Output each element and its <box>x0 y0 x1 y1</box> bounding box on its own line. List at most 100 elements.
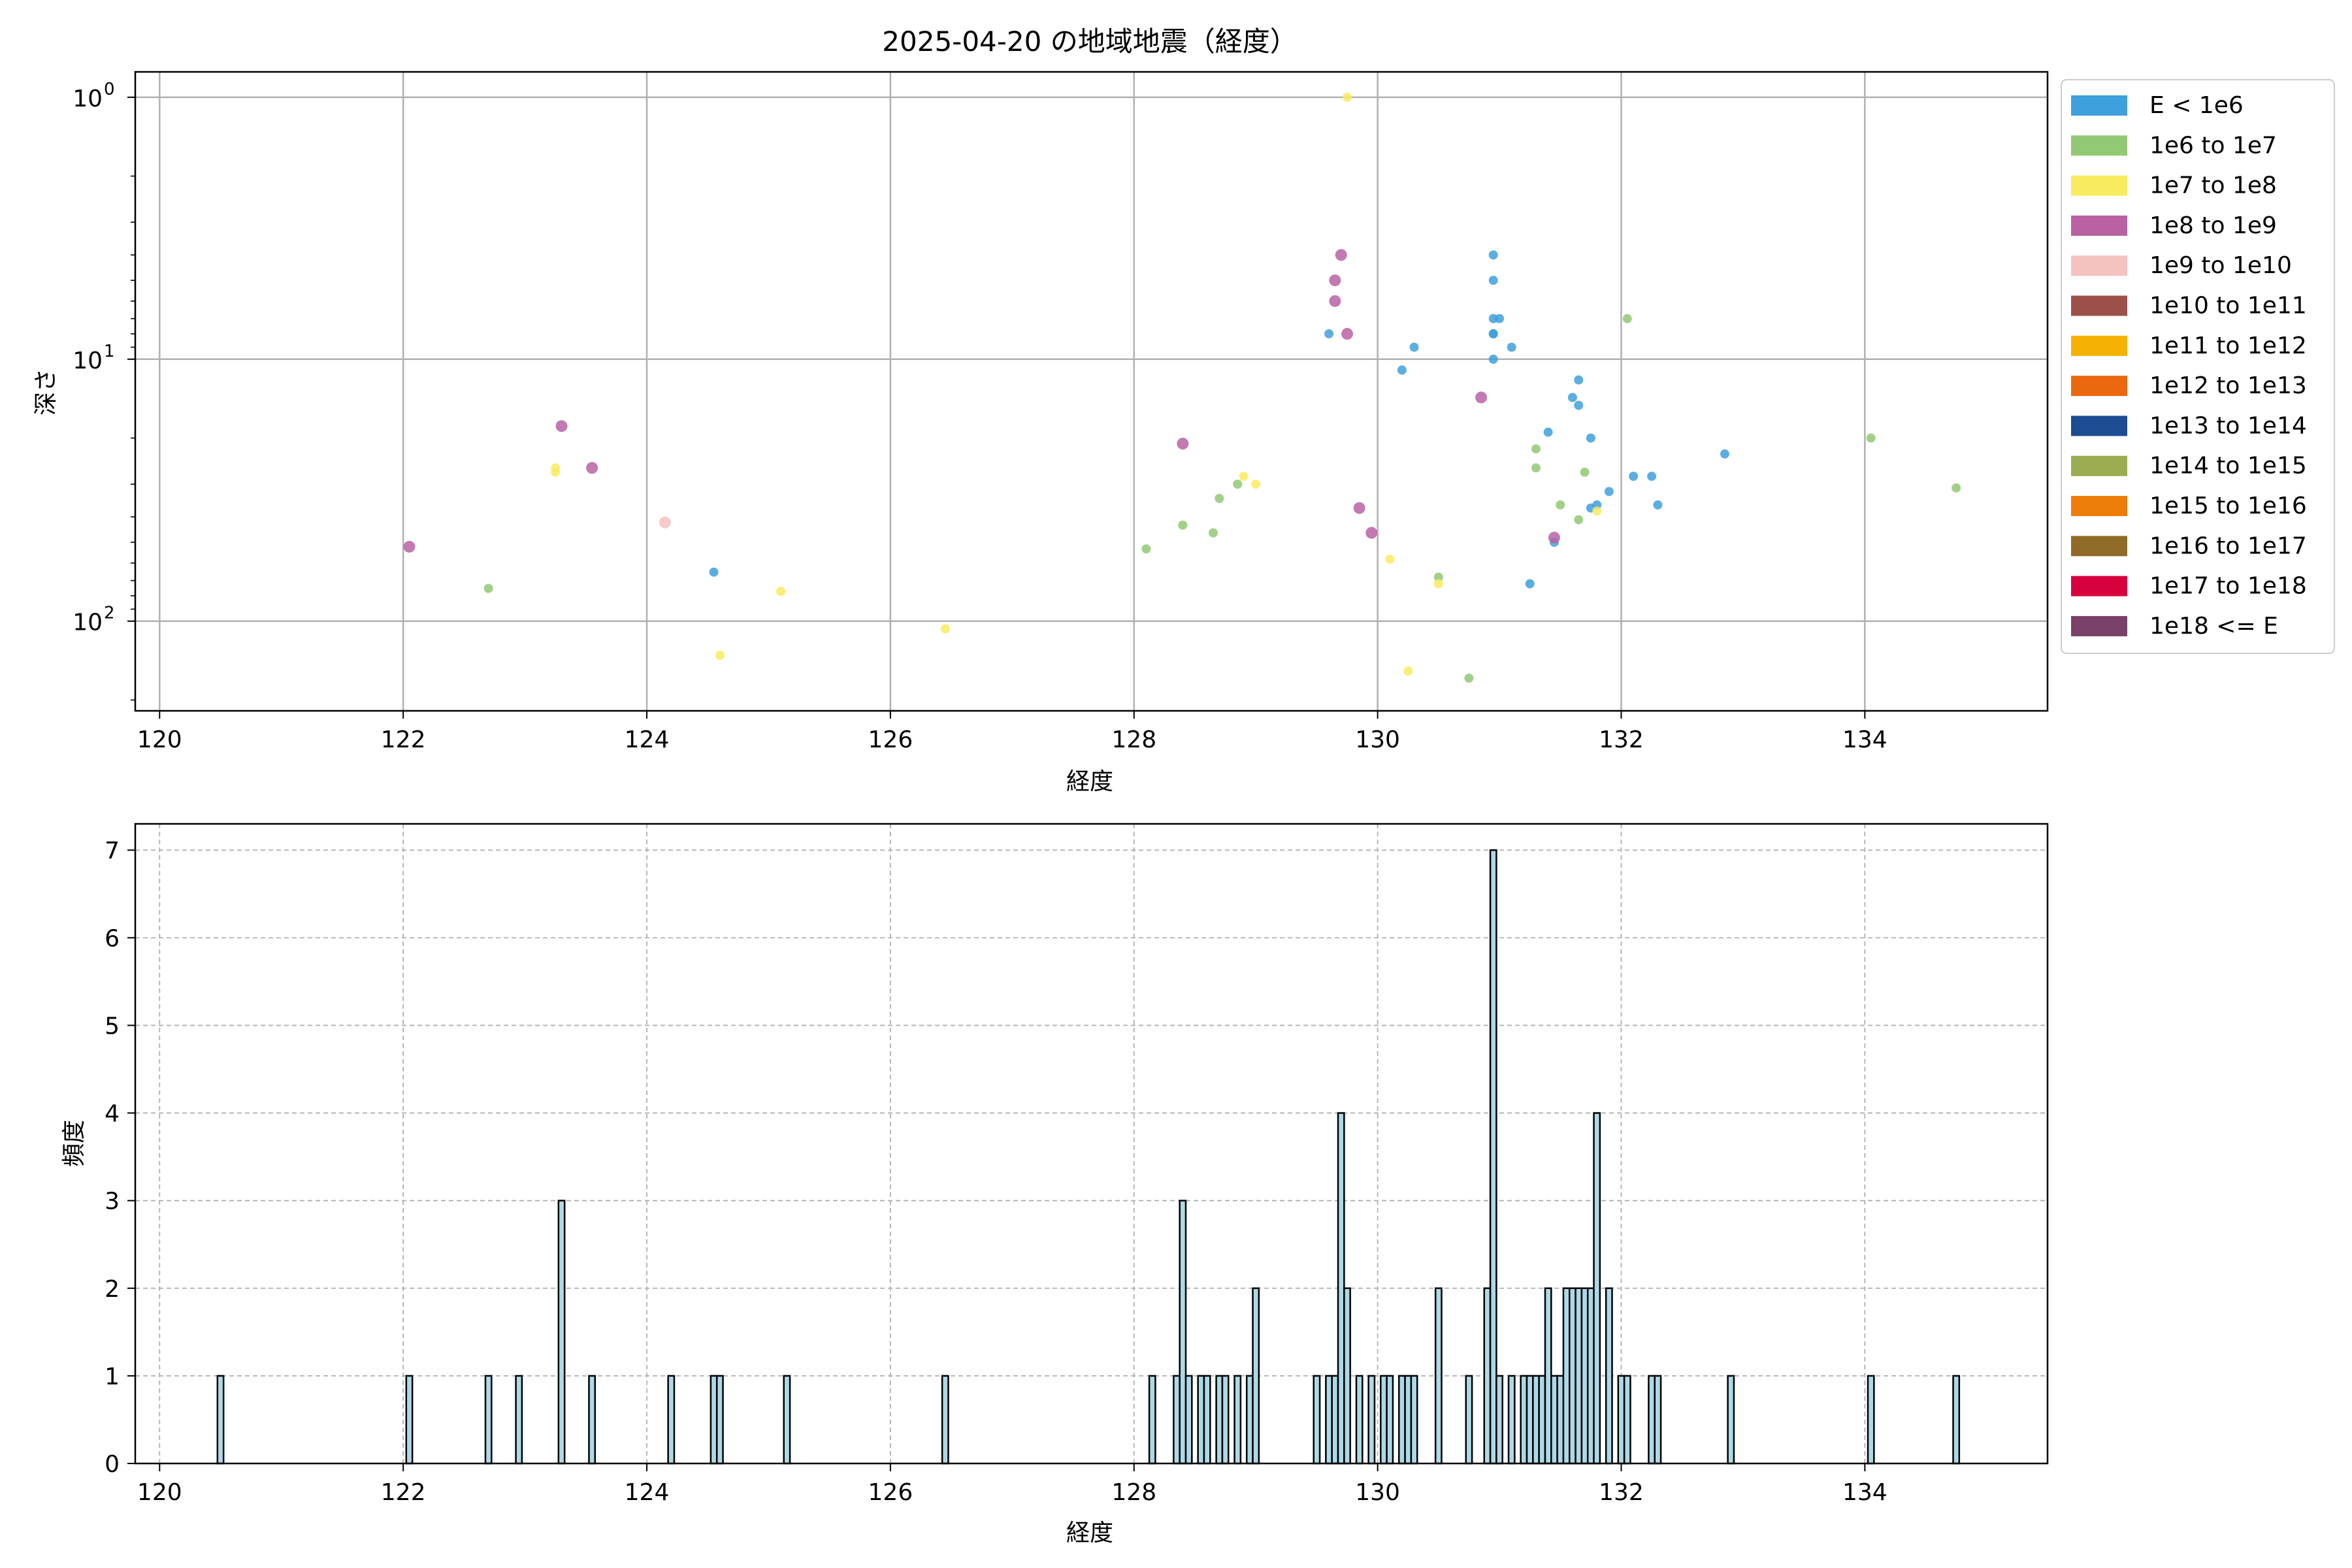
histogram-bar <box>1337 1112 1345 1465</box>
scatter-x-tick-label: 128 <box>1111 727 1156 753</box>
histogram-x-tick-label: 120 <box>137 1479 182 1506</box>
scatter-point <box>1403 666 1413 676</box>
scatter-point <box>1177 437 1189 449</box>
histogram-x-tick-label: 134 <box>1842 1479 1887 1506</box>
histogram-x-tick-label: 130 <box>1355 1479 1400 1506</box>
legend-label: 1e6 to 1e7 <box>2149 132 2277 159</box>
histogram-x-tick-label: 126 <box>868 1479 913 1506</box>
histogram-bar <box>1367 1375 1376 1465</box>
scatter-point <box>1215 493 1224 503</box>
scatter-point <box>1622 314 1632 323</box>
scatter-point <box>403 540 416 553</box>
scatter-point <box>709 567 719 577</box>
legend-label: 1e8 to 1e9 <box>2149 212 2277 239</box>
histogram-y-tick-label: 6 <box>105 925 120 952</box>
scatter-point <box>1567 393 1577 402</box>
scatter-point <box>1495 314 1505 323</box>
scatter-point <box>1548 531 1560 544</box>
scatter-point <box>1720 449 1729 459</box>
scatter-plot-area <box>135 72 2048 711</box>
histogram-plot-area <box>135 824 2048 1463</box>
histogram-bar <box>1556 1375 1565 1465</box>
histogram-bar <box>1544 1287 1552 1465</box>
histogram-bar <box>405 1375 414 1465</box>
scatter-x-tick-label: 132 <box>1599 727 1644 753</box>
scatter-point <box>586 462 598 474</box>
legend-label: 1e15 to 1e16 <box>2149 493 2307 519</box>
legend-swatch <box>2071 255 2127 276</box>
scatter-point <box>1385 554 1395 564</box>
histogram-bar <box>1575 1287 1583 1465</box>
scatter-point <box>1592 506 1602 516</box>
histogram-y-tick-label: 5 <box>105 1013 120 1039</box>
histogram-bar <box>1952 1375 1961 1465</box>
scatter-point <box>1653 500 1663 510</box>
scatter-y-tick-label: 10 <box>73 348 103 374</box>
scatter-point <box>1353 502 1365 514</box>
histogram-bar <box>1203 1375 1211 1465</box>
scatter-point <box>1629 472 1639 482</box>
legend-label: 1e14 to 1e15 <box>2149 453 2307 480</box>
scatter-point <box>1365 527 1378 539</box>
histogram-bar <box>1593 1112 1601 1465</box>
scatter-point <box>1531 463 1541 473</box>
scatter-point <box>1531 444 1541 454</box>
legend-label: 1e17 to 1e18 <box>2149 573 2307 600</box>
histogram-bar <box>1654 1375 1662 1465</box>
scatter-x-tick-label: 130 <box>1355 727 1400 753</box>
histogram-bar <box>1495 1375 1503 1465</box>
legend-label: 1e10 to 1e11 <box>2149 293 2307 319</box>
scatter-point <box>1580 467 1590 477</box>
scatter-point <box>1574 400 1584 410</box>
scatter-point <box>1866 433 1876 443</box>
histogram-bar <box>1538 1375 1546 1465</box>
scatter-point <box>1543 427 1553 437</box>
histogram-bar <box>1397 1375 1406 1465</box>
scatter-point <box>555 420 568 433</box>
histogram-bar <box>1532 1375 1540 1465</box>
scatter-point <box>1251 480 1261 489</box>
scatter-point <box>1475 391 1488 404</box>
scatter-point <box>1507 342 1516 352</box>
scatter-y-axis-label: 深さ <box>33 368 59 416</box>
histogram-x-ticks: 120 122 124 126 128 130 132 134 <box>137 1463 1887 1506</box>
histogram-bar <box>710 1375 718 1465</box>
scatter-y-tick-exponent: 2 <box>104 604 115 623</box>
legend-label: 1e18 <= E <box>2149 613 2278 640</box>
scatter-point <box>1409 342 1419 352</box>
scatter-points <box>403 92 1961 683</box>
scatter-point <box>1208 528 1218 538</box>
scatter-x-tick-label: 126 <box>868 727 913 753</box>
legend-swatch <box>2071 536 2127 557</box>
histogram-y-tick-label: 7 <box>105 838 120 864</box>
histogram-bar <box>1465 1375 1473 1465</box>
scatter-point <box>551 467 561 477</box>
legend-swatch <box>2071 95 2127 116</box>
legend-label: 1e12 to 1e13 <box>2149 372 2307 399</box>
histogram-bar <box>1410 1375 1418 1465</box>
scatter-x-tick-label: 124 <box>625 727 670 753</box>
legend-swatch <box>2071 335 2127 356</box>
histogram-bar <box>1252 1287 1260 1465</box>
histogram-bar <box>588 1375 596 1465</box>
scatter-point <box>659 516 671 529</box>
histogram-bar <box>1434 1287 1443 1465</box>
histogram-bar <box>1867 1375 1875 1465</box>
legend-swatch <box>2071 576 2127 596</box>
histogram-bar <box>1233 1375 1242 1465</box>
histogram-bar <box>1221 1375 1230 1465</box>
scatter-point <box>1488 329 1498 338</box>
histogram-x-tick-label: 122 <box>381 1479 426 1506</box>
scatter-point <box>1433 579 1443 589</box>
histogram-bar <box>1148 1375 1156 1465</box>
histogram-bar <box>1569 1287 1576 1465</box>
histogram-y-tick-label: 1 <box>105 1364 120 1390</box>
legend-swatch <box>2071 215 2127 236</box>
legend-swatch <box>2071 416 2127 436</box>
scatter-x-tick-label: 122 <box>381 727 426 753</box>
scatter-y-tick-exponent: 1 <box>104 342 115 361</box>
scatter-point <box>1324 329 1334 338</box>
histogram-frame <box>134 823 2049 1465</box>
